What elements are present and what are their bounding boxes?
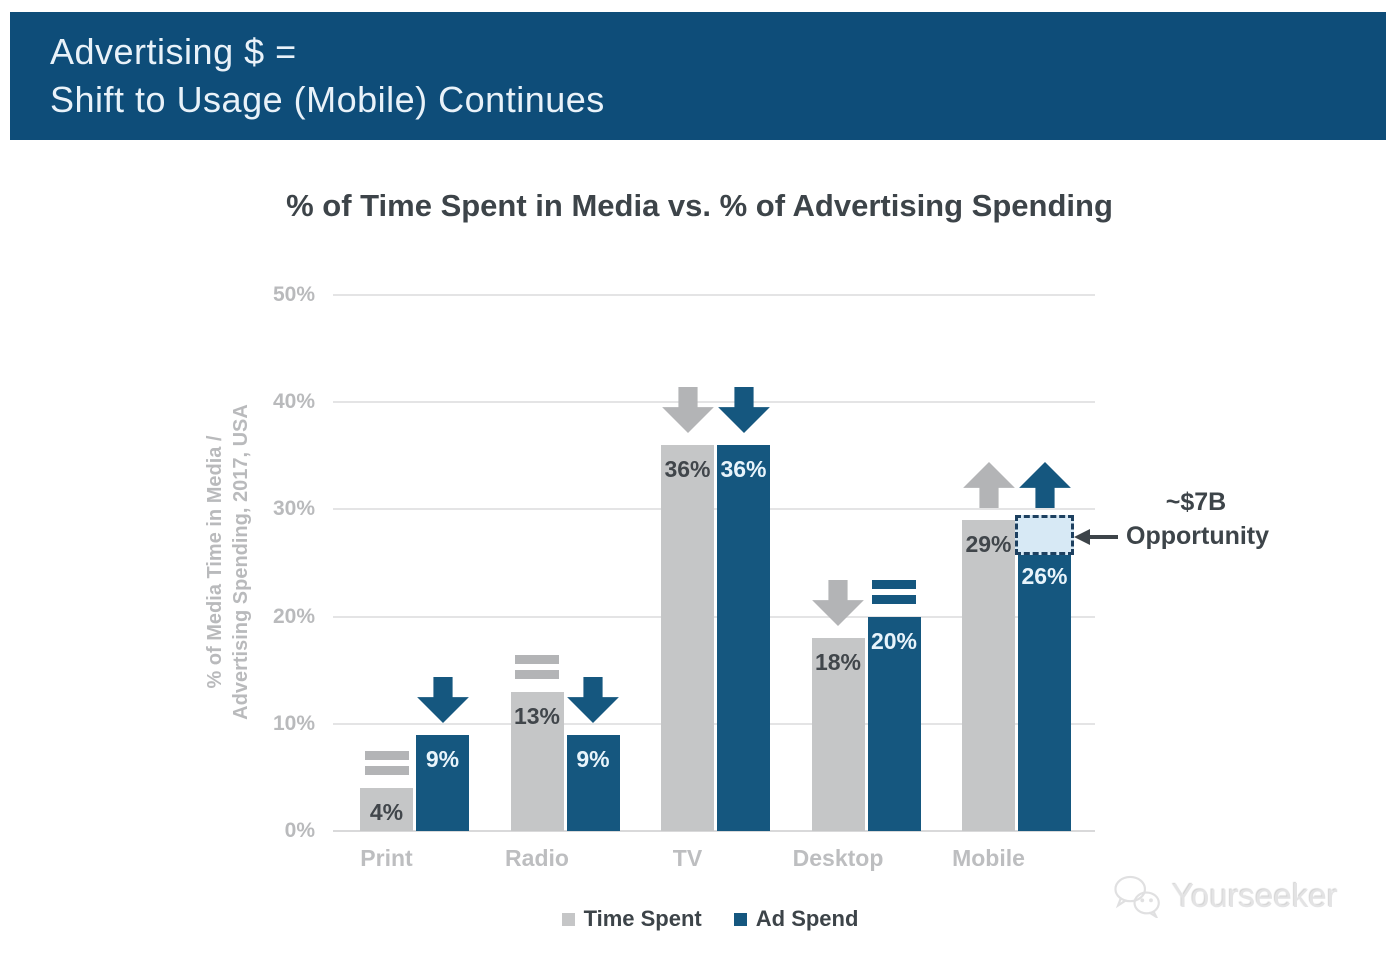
trend-down-icon-ad-spend-print (416, 677, 470, 728)
gridline-50% (333, 294, 1095, 296)
legend-item-time-spent: Time Spent (561, 906, 702, 932)
x-axis-labels: Print Radio TV Desktop Mobile (325, 845, 1095, 875)
gridline-10% (333, 722, 1095, 725)
y-tick-label-0%: 0% (284, 819, 315, 842)
equals-bar (364, 751, 409, 760)
left-arrow-icon (1074, 528, 1118, 545)
bar-value-ad-spend-desktop: 20% (870, 628, 918, 654)
header-title-line1: Advertising $ = (50, 31, 297, 72)
gridline-0% (333, 830, 1095, 832)
y-axis-title-line1: % of Media Time in Media / (204, 435, 226, 689)
legend-swatch-time-spent (561, 912, 575, 926)
opportunity-annotation: ~$7B Opportunity (1074, 488, 1284, 551)
bar-time-spent-radio: 13% (510, 692, 564, 831)
opportunity-label: Opportunity (1126, 522, 1270, 550)
legend-item-ad-spend: Ad Spend (733, 906, 859, 932)
gridline-40% (333, 401, 1095, 404)
bar-ad-spend-print: 9% (416, 735, 469, 831)
bar-value-time-spent-tv: 36% (664, 456, 711, 482)
bar-value-time-spent-mobile: 29% (965, 531, 1012, 557)
trend-down-icon-time-spent-tv (661, 387, 715, 438)
bar-value-ad-spend-tv: 36% (720, 456, 767, 482)
watermark: Yourseeker (1112, 874, 1338, 918)
y-tick-label-40%: 40% (272, 390, 315, 414)
trend-up-icon-ad-spend-mobile (1018, 462, 1072, 513)
equals-bar (515, 670, 559, 679)
plot-area: 4% 9% 13% 9% 36% 36% 18% 20% 29% 26% (325, 294, 1095, 832)
legend-label-ad-spend: Ad Spend (755, 906, 859, 931)
opportunity-value: ~$7B (1165, 488, 1227, 516)
trend-flat-icon-time-spent-radio (510, 655, 564, 685)
bar-ad-spend-tv: 36% (717, 445, 770, 831)
bar-value-ad-spend-radio: 9% (576, 746, 610, 772)
x-label-tv: TV (672, 845, 703, 871)
y-tick-label-50%: 50% (272, 283, 315, 306)
wechat-logo-icon (1114, 875, 1160, 918)
bar-ad-spend-desktop: 20% (867, 617, 921, 831)
trend-up-icon-time-spent-mobile (962, 462, 1016, 513)
equals-bar (872, 580, 916, 589)
gridline-30% (333, 508, 1095, 511)
opportunity-box (1015, 515, 1074, 555)
bar-value-time-spent-radio: 13% (513, 703, 561, 729)
legend: Time Spent Ad Spend (325, 906, 1095, 932)
chart-title: % of Time Spent in Media vs. % of Advert… (286, 188, 1113, 223)
bar-time-spent-tv: 36% (661, 445, 714, 831)
trend-down-icon-ad-spend-radio (566, 677, 620, 728)
header-title-line2: Shift to Usage (Mobile) Continues (50, 79, 605, 120)
equals-bar (515, 655, 559, 664)
bar-time-spent-desktop: 18% (811, 638, 865, 831)
bar-ad-spend-mobile: 26% (1018, 552, 1071, 831)
x-label-print: Print (360, 845, 413, 871)
bar-time-spent-mobile: 29% (962, 520, 1015, 831)
x-label-desktop: Desktop (792, 845, 884, 871)
legend-swatch-ad-spend (733, 912, 747, 926)
bar-value-time-spent-desktop: 18% (814, 649, 862, 675)
trend-flat-icon-ad-spend-desktop (867, 580, 921, 610)
trend-flat-icon-time-spent-print (360, 751, 414, 781)
bar-value-ad-spend-print: 9% (425, 746, 460, 772)
equals-bar (364, 766, 409, 775)
header-banner: Advertising $ = Shift to Usage (Mobile) … (10, 12, 1386, 140)
y-tick-label-10%: 10% (272, 711, 315, 735)
bar-time-spent-print: 4% (360, 788, 413, 831)
y-axis-ticks: 0% 10% 20% 30% 40% 50% (230, 283, 315, 842)
y-tick-label-20%: 20% (272, 604, 315, 628)
bar-ad-spend-radio: 9% (566, 735, 620, 831)
x-label-mobile: Mobile (952, 845, 1025, 871)
trend-down-icon-time-spent-desktop (811, 580, 865, 631)
bar-value-ad-spend-mobile: 26% (1021, 563, 1068, 589)
watermark-text: Yourseeker (1172, 877, 1338, 914)
bar-value-time-spent-print: 4% (369, 799, 404, 825)
legend-label-time-spent: Time Spent (583, 906, 702, 931)
gridline-20% (333, 615, 1095, 618)
equals-bar (872, 595, 916, 604)
y-tick-label-30%: 30% (272, 497, 315, 521)
trend-down-icon-ad-spend-tv (717, 387, 771, 438)
x-label-radio: Radio (505, 845, 569, 871)
